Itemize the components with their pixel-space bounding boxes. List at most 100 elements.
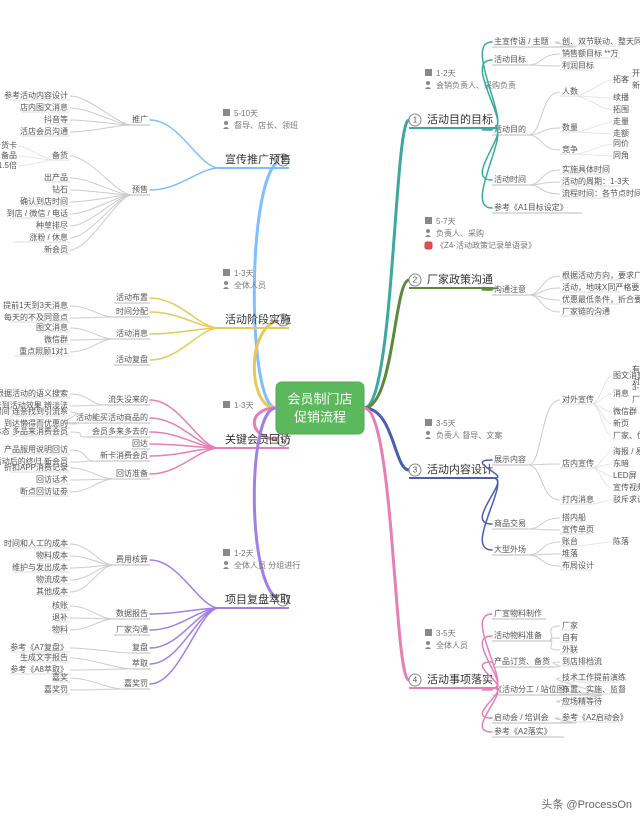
grandchild-label: 布置、实施、监督 [562, 684, 626, 694]
child-label[interactable]: 沟通注意 [494, 284, 526, 294]
grandchild-label: 物流成本 [36, 574, 68, 584]
leaf-label: 续播 [613, 92, 629, 102]
leaf-label: 备货卡 [0, 140, 17, 150]
center-title-1: 会员制门店 [287, 391, 352, 406]
grandchild-label: 物料 [52, 624, 68, 634]
leaf-label: LED屏 [613, 471, 637, 480]
leaf-label: 同角 [613, 150, 629, 160]
leaf-label: 微信群 [613, 406, 637, 416]
child-label[interactable]: 活动复盘 [116, 354, 148, 364]
user-icon [426, 431, 430, 435]
grandchild-label: 物料成本 [36, 550, 68, 560]
grandchild-label: 活动后的体态 多品来消费会员 [0, 426, 68, 436]
grandchild-label: 厂家 [562, 620, 578, 630]
grandchild-label: 销售额目标 **万 [562, 48, 618, 58]
child-label[interactable]: 活动时间 [494, 174, 526, 184]
child-label[interactable]: 厂家沟通 [116, 624, 148, 634]
meta-time: 5-10天 [234, 109, 258, 118]
branch-connector [364, 408, 409, 470]
child-label[interactable]: 展示内容 [494, 454, 526, 464]
clock-icon [223, 549, 230, 556]
tag-icon [425, 242, 432, 249]
branch-label[interactable]: 宣传推广预售 [225, 152, 291, 166]
grandchild-label: 活店会员沟通 [20, 126, 68, 136]
child-label[interactable]: 萃取 [132, 658, 148, 668]
child-label[interactable]: 时间分配 [116, 306, 148, 316]
child-label[interactable]: 活动目标 [494, 54, 526, 64]
leaf-label: 走额 [613, 128, 629, 138]
child-label[interactable]: 流失没来的 [108, 394, 148, 404]
child-label[interactable]: 推广 [132, 114, 148, 124]
child-label[interactable]: 回访准备 [116, 468, 148, 478]
child-label[interactable]: 参考《A1目标设定》 [494, 202, 568, 212]
leaf-label: 宣传视频 [613, 482, 640, 492]
grandchild-label: 堆落 [562, 548, 578, 558]
child-label[interactable]: 活动物料准备 [494, 630, 542, 640]
grandchild-label: 退补 [52, 612, 68, 622]
svg-text:4: 4 [413, 676, 418, 685]
leaf-label: 驳斥求诉 [613, 494, 640, 504]
grandchild-label: 活动的周期：1-3天 [562, 176, 630, 186]
child-label[interactable]: 活动消息 [116, 328, 148, 338]
clock-icon [425, 69, 432, 76]
leaf-label: 东暗 [613, 458, 629, 468]
child-label[interactable]: 商品交易 [494, 518, 526, 528]
grandchild-label: 布局设计 [562, 560, 594, 570]
meta-user: 全体人员 分组进行 [234, 560, 300, 570]
grandchild-label: 到店排档流 [562, 656, 602, 666]
branch-label[interactable]: 活动事项落实 [427, 672, 493, 686]
grandchild-label: 技术工作提前演练 [562, 672, 626, 682]
child-label[interactable]: 回达 [132, 438, 148, 448]
meta-user: 全体人员 [234, 280, 266, 290]
child-label[interactable]: 数据报告 [116, 608, 148, 618]
child-label[interactable]: 活动能买活动商品的 [76, 412, 148, 422]
child-label[interactable]: 嘉奖罚 [124, 678, 148, 688]
child-label[interactable]: 大型外场 [494, 544, 526, 554]
grandchild-label: 涨粉 / 休息 [29, 232, 68, 242]
branch-label[interactable]: 项目复盘萃取 [225, 592, 291, 606]
grandchild-label: 确认到店时间 [20, 196, 68, 206]
svg-text:2: 2 [413, 276, 418, 285]
grandchild-label: 流程时间：各节点时间 [562, 188, 640, 198]
grandchild-label: 人数 [562, 86, 578, 96]
child-label[interactable]: 广宣物料制作 [494, 608, 542, 618]
branch-label[interactable]: 活动阶段实施 [225, 312, 291, 326]
child-label[interactable]: 新卡消费会员 [100, 450, 148, 460]
leaf-label: 同价 [613, 139, 629, 148]
child-label[interactable]: 参考《A2落实》 [494, 726, 552, 736]
child-label[interactable]: 产品订货、备货 [494, 656, 550, 666]
grandchild-label: 厂家链的沟通 [562, 306, 610, 316]
meta-tag: 《Z4·活动政策记录单语录》 [436, 240, 536, 250]
child-label[interactable]: 活动布置 [116, 292, 148, 302]
child-label[interactable]: 预售 [132, 184, 148, 194]
leaf-label: 厂家、优惠等 [613, 430, 640, 440]
child-label[interactable]: 主宣传语 / 主题 [494, 36, 549, 46]
leaf-label: 海报 / 易拉宝 / x展架 [613, 446, 640, 456]
child-label[interactable]: 启动会 / 培训会 [494, 712, 549, 722]
child-label[interactable]: 复盘 [132, 642, 148, 652]
branch-label[interactable]: 活动目的目标 [427, 112, 493, 126]
grandchild-label: 抖音等 [44, 114, 68, 124]
grandchild-label: 出产品 [44, 172, 68, 182]
branch-label[interactable]: 厂家政策沟通 [427, 272, 493, 286]
grandchild-label: 重点照顾1对1 [19, 346, 68, 356]
grandchild-label: 优惠最低条件，折合要求 [562, 294, 640, 304]
meta-time: 1-3天 [234, 269, 254, 278]
grandchild-label: 店内图文消息 [20, 102, 68, 112]
meta-user: 会销负责人、采购负责 [436, 80, 516, 90]
grandchild-label: 种草排尽 [36, 220, 68, 230]
child-label[interactable]: 会员多来多去的 [92, 426, 148, 436]
grandchild-label: 产品服用说明回访 [4, 444, 68, 454]
grandchild-label: 打内消息 [562, 494, 594, 504]
child-label[interactable]: 费用核算 [116, 554, 148, 564]
child-label[interactable]: 活动目的 [494, 124, 526, 134]
center-node[interactable] [276, 382, 364, 434]
leaf-label: 拓围 [613, 104, 629, 114]
meta-user: 全体人员 [436, 640, 468, 650]
grandchild-label: 参考《A7复盘》 [10, 642, 68, 652]
leaf-label: 新页 [613, 418, 629, 428]
child-label[interactable]: 《活动分工 / 站位图》 [494, 684, 573, 694]
leaf-label: 走量 [613, 117, 629, 126]
meta-user: 督导、店长、领班 [234, 120, 298, 130]
leaf-label: 消息 [613, 388, 629, 398]
